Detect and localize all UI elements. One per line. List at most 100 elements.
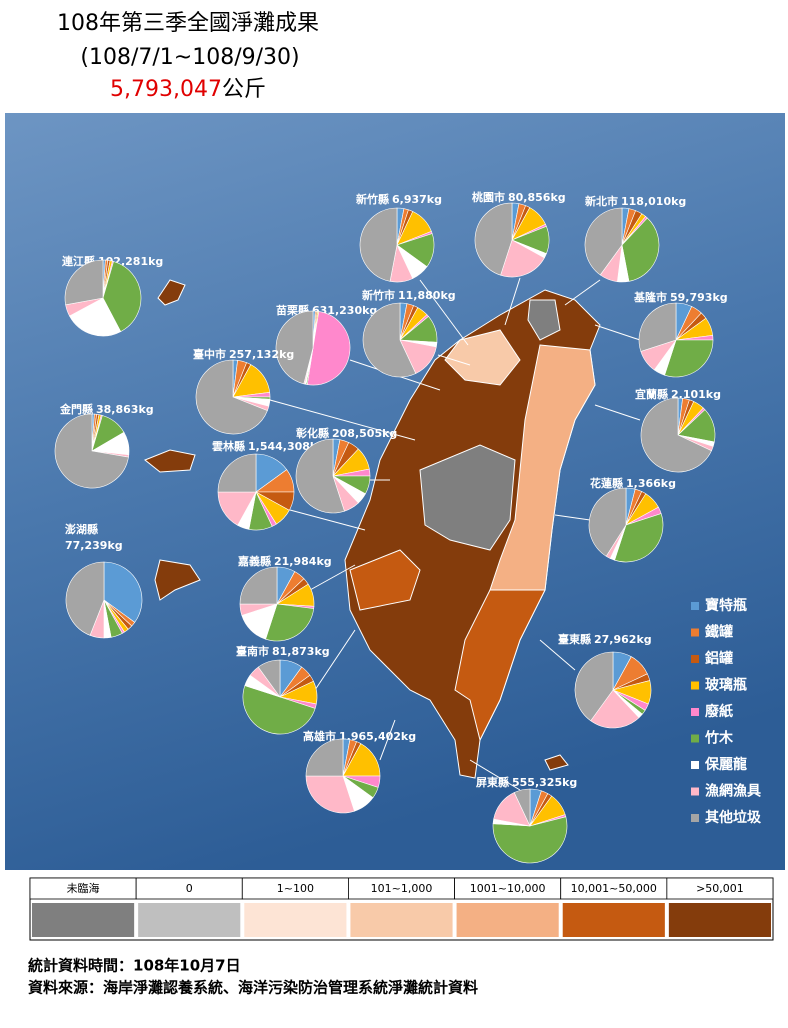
region-name: 宜蘭縣 <box>635 387 668 401</box>
scale-swatch <box>668 903 771 937</box>
taiwan-map <box>144 279 601 779</box>
pie-slice <box>103 561 143 623</box>
scale-label: 1001~10,000 <box>470 882 546 895</box>
scale-label: 101~1,000 <box>371 882 433 895</box>
scale-swatch <box>32 903 135 937</box>
scale-label: 10,001~50,000 <box>571 882 657 895</box>
scale-swatch <box>562 903 665 937</box>
region-weight: 11,880kg <box>398 289 456 302</box>
region-weight: 257,132kg <box>229 348 294 361</box>
pie-slice <box>306 311 351 386</box>
region-weight: 631,230kg <box>312 304 377 317</box>
legend-label: 鋁罐 <box>705 650 733 667</box>
legend-swatch <box>691 734 699 743</box>
region-label: 基隆市 59,793kg <box>633 290 728 304</box>
pie-slice <box>242 685 316 735</box>
legend-label: 漁網漁具 <box>705 783 761 800</box>
pie-slice <box>584 207 623 276</box>
region-weight: 21,984kg <box>274 555 332 568</box>
region-weight: 1,544,308kg <box>248 440 325 453</box>
region-weight: 118,010kg <box>621 195 686 208</box>
scale-label: 0 <box>186 882 193 895</box>
footer-source: 資料來源：海岸淨灘認養系統、海洋污染防治管理系統淨灘統計資料 <box>28 979 478 997</box>
region-name: 基隆市 <box>633 290 667 304</box>
region-label: 高雄市 1,965,402kg <box>303 729 416 743</box>
pie-slice <box>102 261 142 333</box>
pie-slice <box>239 566 278 605</box>
region-weight: 555,325kg <box>512 776 577 789</box>
scale-label: >50,001 <box>696 882 744 895</box>
pie-slice <box>195 359 268 435</box>
region-name: 金門縣 <box>59 402 93 416</box>
total: 5,793,047公斤 <box>110 77 266 102</box>
region-label: 新北市 118,010kg <box>585 194 686 208</box>
region-weight: 77,239kg <box>65 539 123 552</box>
pie-slice <box>574 651 614 722</box>
region-name: 高雄市 <box>303 729 336 743</box>
pie-slice <box>492 816 568 864</box>
region-name: 臺中市 <box>193 347 226 361</box>
pie-slice <box>362 302 417 378</box>
pie-slice <box>265 603 315 642</box>
legend-label: 寶特瓶 <box>705 597 747 614</box>
region-label: 雲林縣 1,544,308kg <box>212 439 325 453</box>
pie-slice <box>257 659 281 698</box>
region-weight: 81,873kg <box>272 645 330 658</box>
region-name: 屏東縣 <box>476 775 509 789</box>
region-weight: 1,366kg <box>626 477 676 490</box>
legend-label: 竹木 <box>704 730 734 747</box>
pie-slice <box>295 438 345 514</box>
total-number: 5,793,047 <box>110 77 222 102</box>
region-weight: 59,793kg <box>670 291 728 304</box>
region-name: 雲林縣 <box>212 439 245 453</box>
region-name: 新竹市 <box>362 288 395 302</box>
pie-slice <box>65 561 105 636</box>
title: 108年第三季全國淨灘成果 <box>57 11 319 36</box>
legend-swatch <box>691 628 699 637</box>
pie-slice <box>614 513 664 563</box>
pie-slice <box>638 302 677 352</box>
region-name: 新北市 <box>585 194 618 208</box>
legend-swatch <box>691 814 699 822</box>
region-label: 彰化縣 208,505kg <box>296 426 397 440</box>
pie-slice <box>359 207 398 282</box>
pie-slice <box>275 310 314 385</box>
legend-swatch <box>691 655 699 663</box>
pie-slice <box>305 775 355 814</box>
region-name: 澎湖縣 <box>65 522 98 536</box>
pie-slice <box>590 689 640 729</box>
region-name: 彰化縣 <box>296 426 329 440</box>
region-weight: 27,962kg <box>594 633 652 646</box>
region-label: 宜蘭縣 2,101kg <box>635 387 721 401</box>
legend-swatch <box>691 602 699 610</box>
scale-swatch <box>244 903 347 937</box>
scale-swatch <box>138 903 241 937</box>
region-label: 澎湖縣 77,239kg <box>65 522 123 552</box>
region-label: 臺南市 81,873kg <box>236 644 330 658</box>
region-label: 新竹市 11,880kg <box>362 288 456 302</box>
region-label: 屏東縣 555,325kg <box>476 775 577 789</box>
region-weight: 6,937kg <box>392 193 442 206</box>
pie-slice <box>664 339 714 378</box>
pie-slice <box>474 202 513 276</box>
region-label: 臺東縣 27,962kg <box>558 632 652 646</box>
region-weight: 2,101kg <box>671 388 721 401</box>
region-label: 嘉義縣 21,984kg <box>237 554 332 568</box>
scale-swatch <box>350 903 453 937</box>
scale-bar: 未臨海 0 1~100 101~1,000 1001~10,000 10,001~50,0… <box>29 877 774 941</box>
connectors <box>269 277 641 791</box>
pie-slice <box>305 738 344 777</box>
pie-slice <box>500 239 545 278</box>
legend-swatch <box>691 681 699 690</box>
legend-label: 其他垃圾 <box>705 809 762 826</box>
total-unit: 公斤 <box>222 77 266 102</box>
region-weight: 38,863kg <box>96 403 154 416</box>
region-name: 花蓮縣 <box>590 476 623 490</box>
legend-swatch <box>691 761 699 769</box>
pie-slice <box>640 397 712 473</box>
pie-slice <box>588 487 627 557</box>
pie-slice <box>64 259 104 306</box>
scale-cell <box>666 877 774 900</box>
